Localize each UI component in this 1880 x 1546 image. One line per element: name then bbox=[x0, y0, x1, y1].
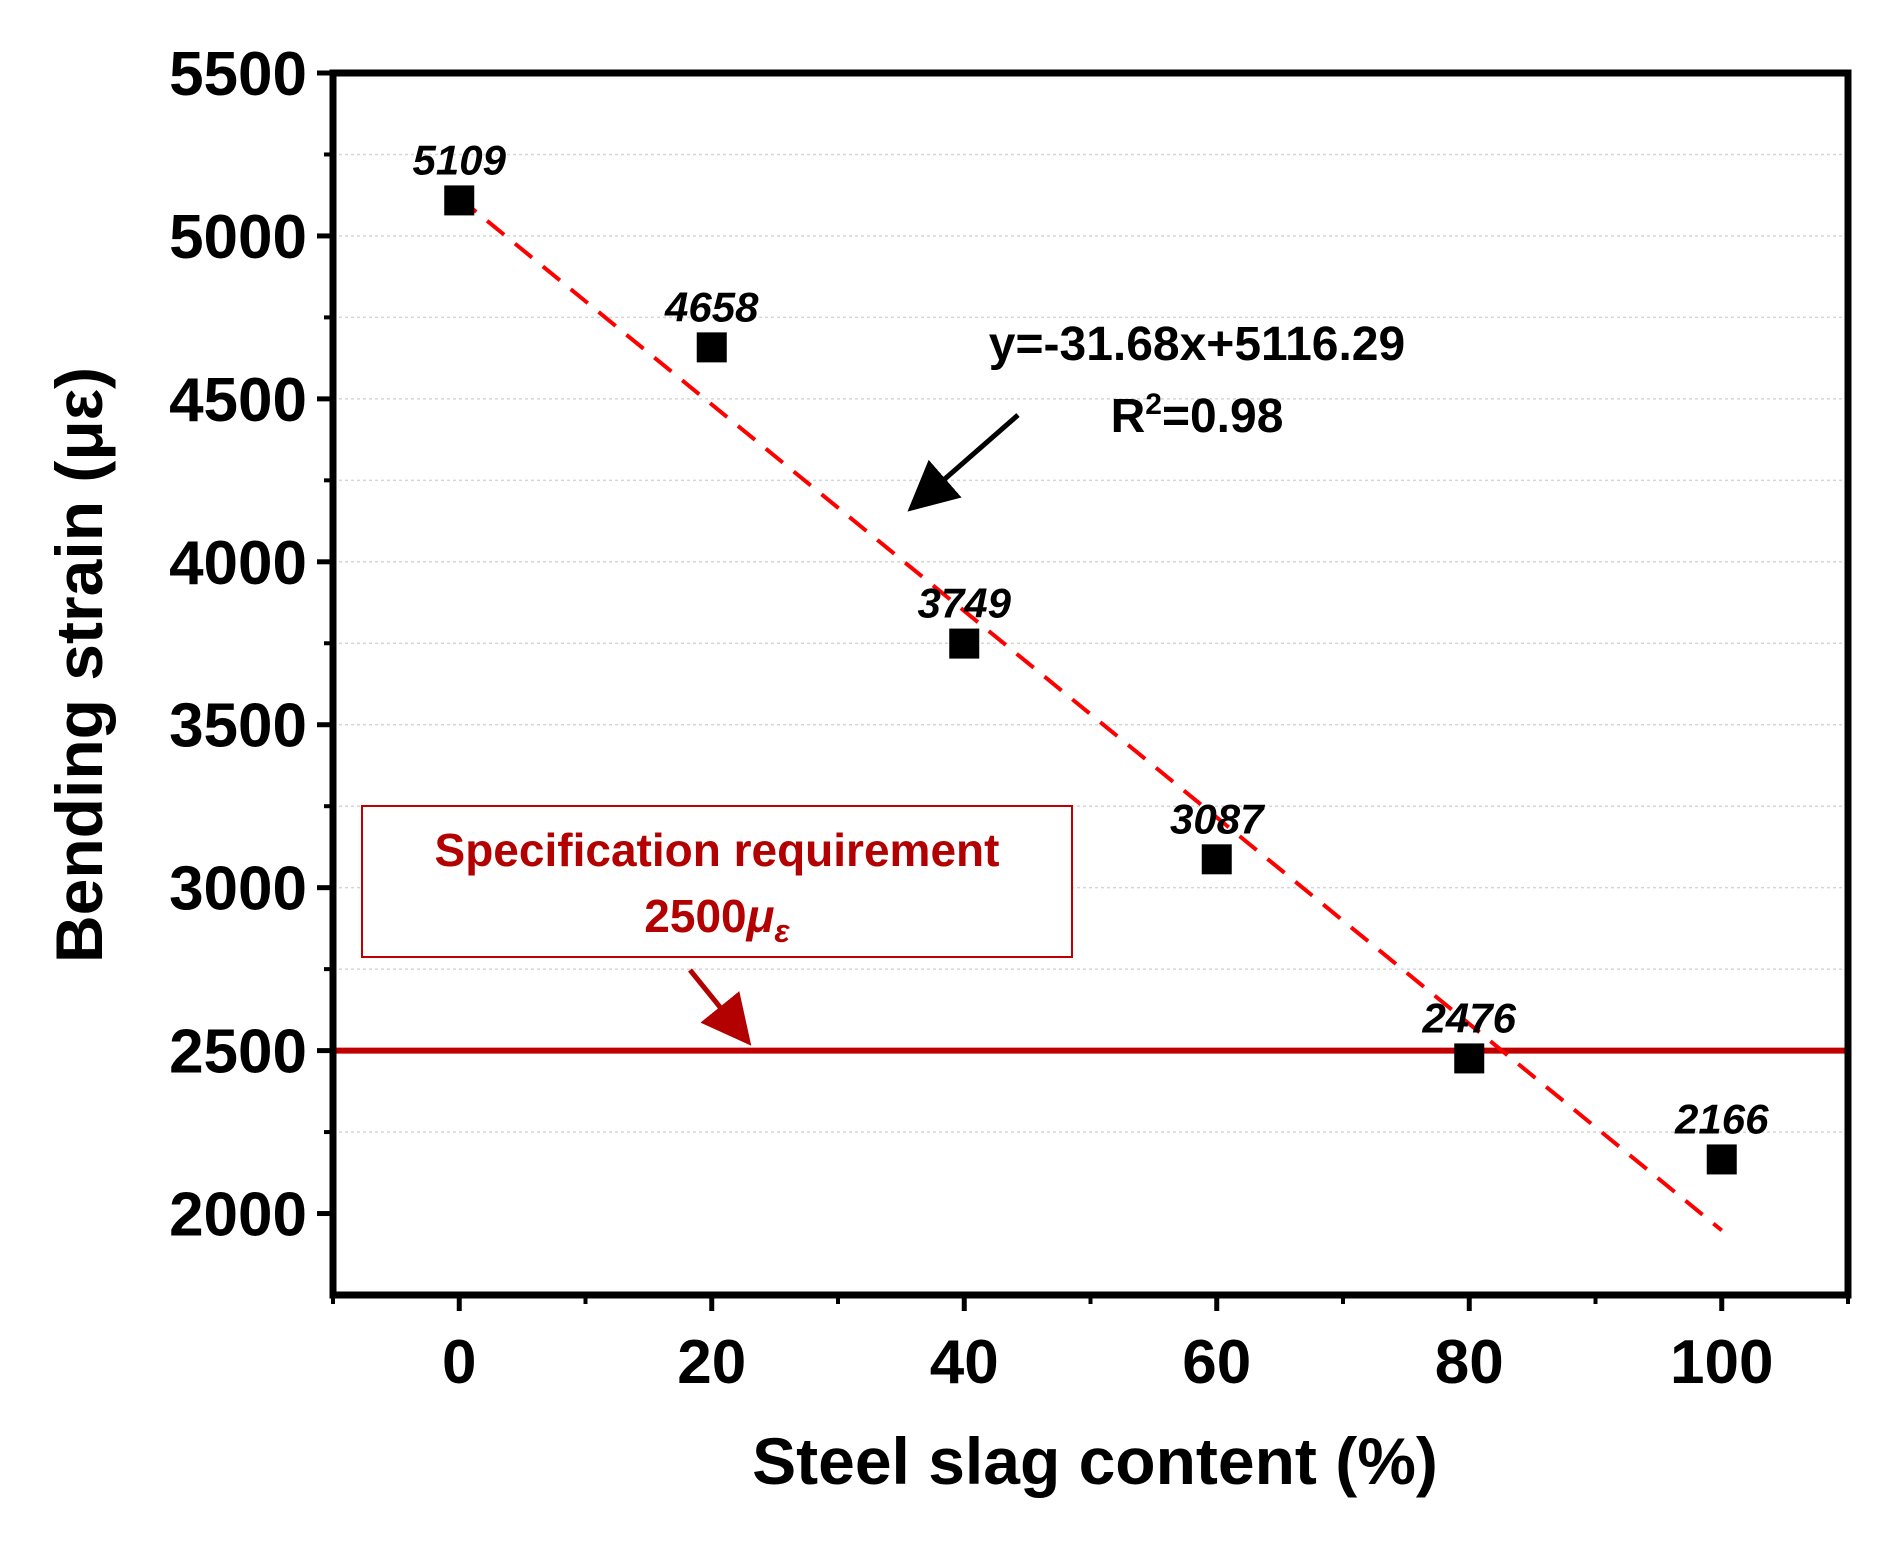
data-point bbox=[1454, 1043, 1485, 1074]
plot-frame bbox=[329, 69, 1852, 1299]
y-tick-label: 3000 bbox=[169, 855, 307, 924]
y-tick-label: 4000 bbox=[169, 529, 307, 598]
data-label: 4658 bbox=[664, 283, 759, 330]
data-label: 3087 bbox=[1170, 795, 1265, 842]
data-point bbox=[444, 185, 475, 216]
specification-box: Specification requirement 2500με bbox=[361, 805, 1073, 1046]
y-tick-label: 2500 bbox=[169, 1018, 307, 1087]
data-points bbox=[444, 185, 1737, 1175]
data-label: 3749 bbox=[918, 580, 1012, 627]
specification-box-frame bbox=[361, 805, 1073, 958]
x-tick-label: 100 bbox=[1670, 1328, 1773, 1397]
y-tick-label: 5000 bbox=[169, 203, 307, 272]
x-tick-label: 40 bbox=[930, 1328, 999, 1397]
y-tick-label: 5500 bbox=[169, 40, 307, 109]
x-tick-label: 60 bbox=[1182, 1328, 1251, 1397]
data-point bbox=[696, 332, 727, 363]
specification-arrow bbox=[688, 968, 752, 1046]
fit-annotation-arrow bbox=[907, 413, 1020, 512]
specification-value: 2500με bbox=[644, 890, 790, 949]
data-labels: 5109 4658 3749 3087 2476 2166 bbox=[413, 136, 1770, 1142]
data-label: 5109 bbox=[413, 136, 507, 183]
gridlines bbox=[333, 153, 1848, 1133]
fit-line bbox=[457, 196, 1724, 1232]
x-tick-label: 0 bbox=[442, 1328, 476, 1397]
y-tick-label: 3500 bbox=[169, 692, 307, 761]
data-point bbox=[1706, 1144, 1737, 1175]
x-tick-label: 80 bbox=[1435, 1328, 1504, 1397]
y-tick-label: 4500 bbox=[169, 366, 307, 435]
x-tick-label: 20 bbox=[677, 1328, 746, 1397]
r-squared-label: R2=0.98 bbox=[1111, 388, 1284, 443]
fit-line-group bbox=[457, 196, 1724, 1232]
data-label: 2166 bbox=[1674, 1095, 1769, 1142]
y-axis-title: Bending strain (με) bbox=[42, 367, 116, 963]
specification-label: Specification requirement bbox=[435, 824, 1000, 876]
y-tick-label: 2000 bbox=[169, 1181, 307, 1250]
data-point bbox=[949, 628, 980, 659]
data-label: 2476 bbox=[1422, 994, 1517, 1041]
data-point bbox=[1201, 844, 1232, 875]
x-axis-title: Steel slag content (%) bbox=[752, 1424, 1438, 1498]
fit-equation: y=-31.68x+5116.29 bbox=[989, 318, 1405, 371]
axes: 2000 2500 3000 3500 4000 4500 5000 5500 0 20 40 60 8… bbox=[169, 40, 1852, 1397]
fit-annotation: y=-31.68x+5116.29 R2=0.98 bbox=[907, 318, 1405, 512]
